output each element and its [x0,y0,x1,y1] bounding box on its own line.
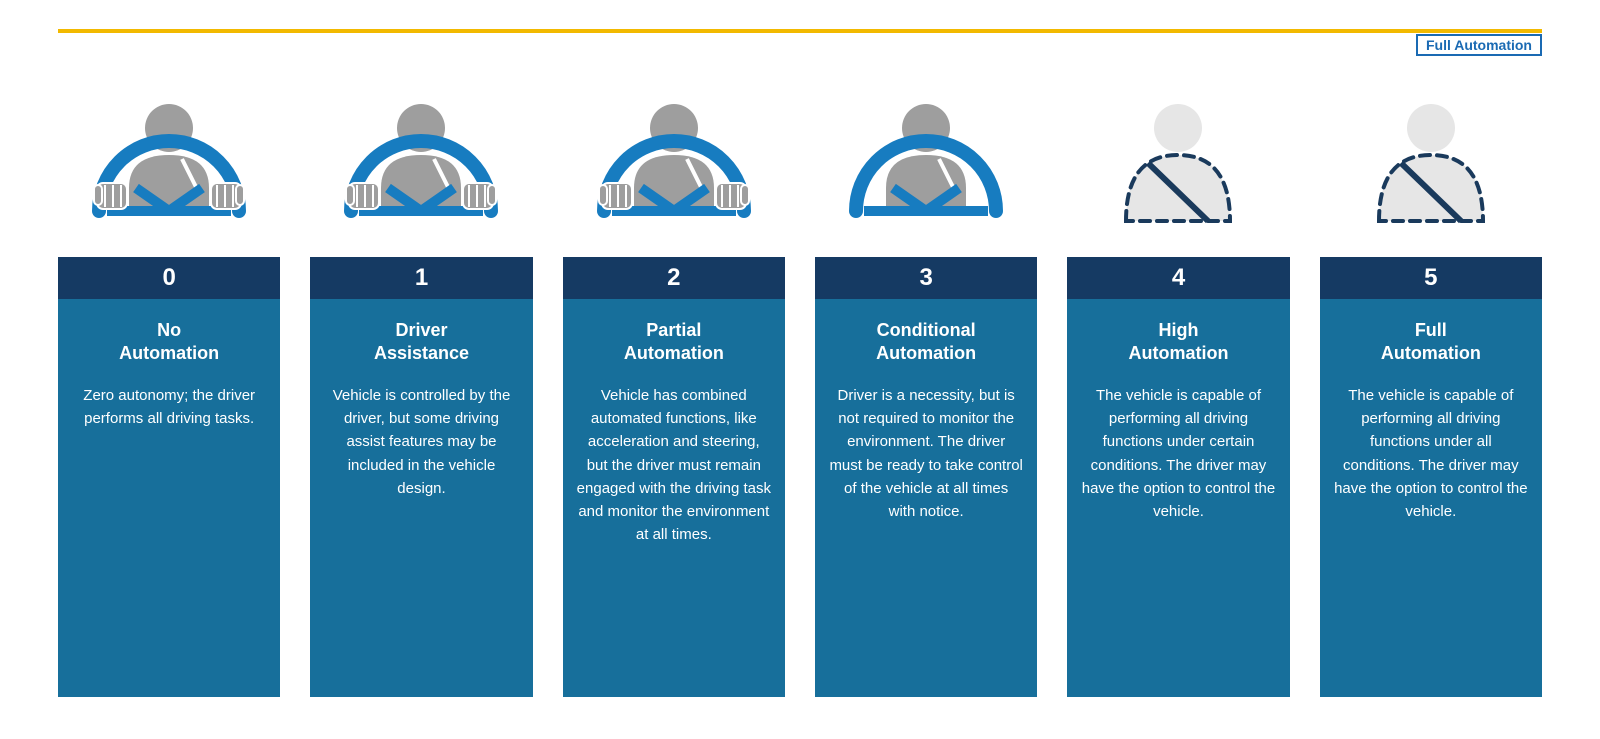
level-description: The vehicle is capable of performing all… [1081,384,1275,524]
driver-hands-on-solid-icon [84,85,254,235]
level-column: 5 Full Automation The vehicle is capable o… [1320,85,1542,697]
level-description: Driver is a necessity, but is not requir… [829,384,1023,524]
level-column: 0 No Automation Zero autonomy; the driver … [58,85,280,697]
level-body: Partial Automation Vehicle has combined a… [563,299,785,697]
level-number: 5 [1320,257,1542,299]
driver-hands-on-solid-icon [589,85,759,235]
level-title: Conditional Automation [829,319,1023,366]
level-body: Driver Assistance Vehicle is controlled b… [310,299,532,697]
level-card: 1 Driver Assistance Vehicle is controlled … [310,257,532,697]
level-card: 5 Full Automation The vehicle is capable o… [1320,257,1542,697]
level-title: Partial Automation [577,319,771,366]
level-title: Full Automation [1334,319,1528,366]
level-card: 2 Partial Automation Vehicle has combined … [563,257,785,697]
level-description: Zero autonomy; the driver performs all d… [72,384,266,431]
highlight-badge: Full Automation [1416,34,1542,56]
level-column: 3 Conditional Automation Driver is a neces… [815,85,1037,697]
level-card: 4 High Automation The vehicle is capable o… [1067,257,1289,697]
level-card: 3 Conditional Automation Driver is a neces… [815,257,1037,697]
level-title: No Automation [72,319,266,366]
level-body: High Automation The vehicle is capable of… [1067,299,1289,697]
level-description: Vehicle is controlled by the driver, but… [324,384,518,500]
passenger-dashed-icon [1093,85,1263,235]
level-number: 2 [563,257,785,299]
level-number: 4 [1067,257,1289,299]
level-body: Conditional Automation Driver is a necess… [815,299,1037,697]
level-number: 0 [58,257,280,299]
level-description: The vehicle is capable of performing all… [1334,384,1528,524]
driver-hands-off-solid-icon [841,85,1011,235]
driver-hands-on-solid-icon [336,85,506,235]
level-number: 1 [310,257,532,299]
level-column: 2 Partial Automation Vehicle has combined … [563,85,785,697]
level-title: High Automation [1081,319,1275,366]
passenger-dashed-icon [1346,85,1516,235]
level-number: 3 [815,257,1037,299]
levels-grid: 0 No Automation Zero autonomy; the driver … [58,85,1542,697]
level-card: 0 No Automation Zero autonomy; the driver … [58,257,280,697]
level-title: Driver Assistance [324,319,518,366]
level-column: 4 High Automation The vehicle is capable o… [1067,85,1289,697]
level-body: Full Automation The vehicle is capable of… [1320,299,1542,697]
level-description: Vehicle has combined automated functions… [577,384,771,547]
level-body: No Automation Zero autonomy; the driver p… [58,299,280,697]
level-column: 1 Driver Assistance Vehicle is controlled … [310,85,532,697]
top-rule [58,29,1542,33]
